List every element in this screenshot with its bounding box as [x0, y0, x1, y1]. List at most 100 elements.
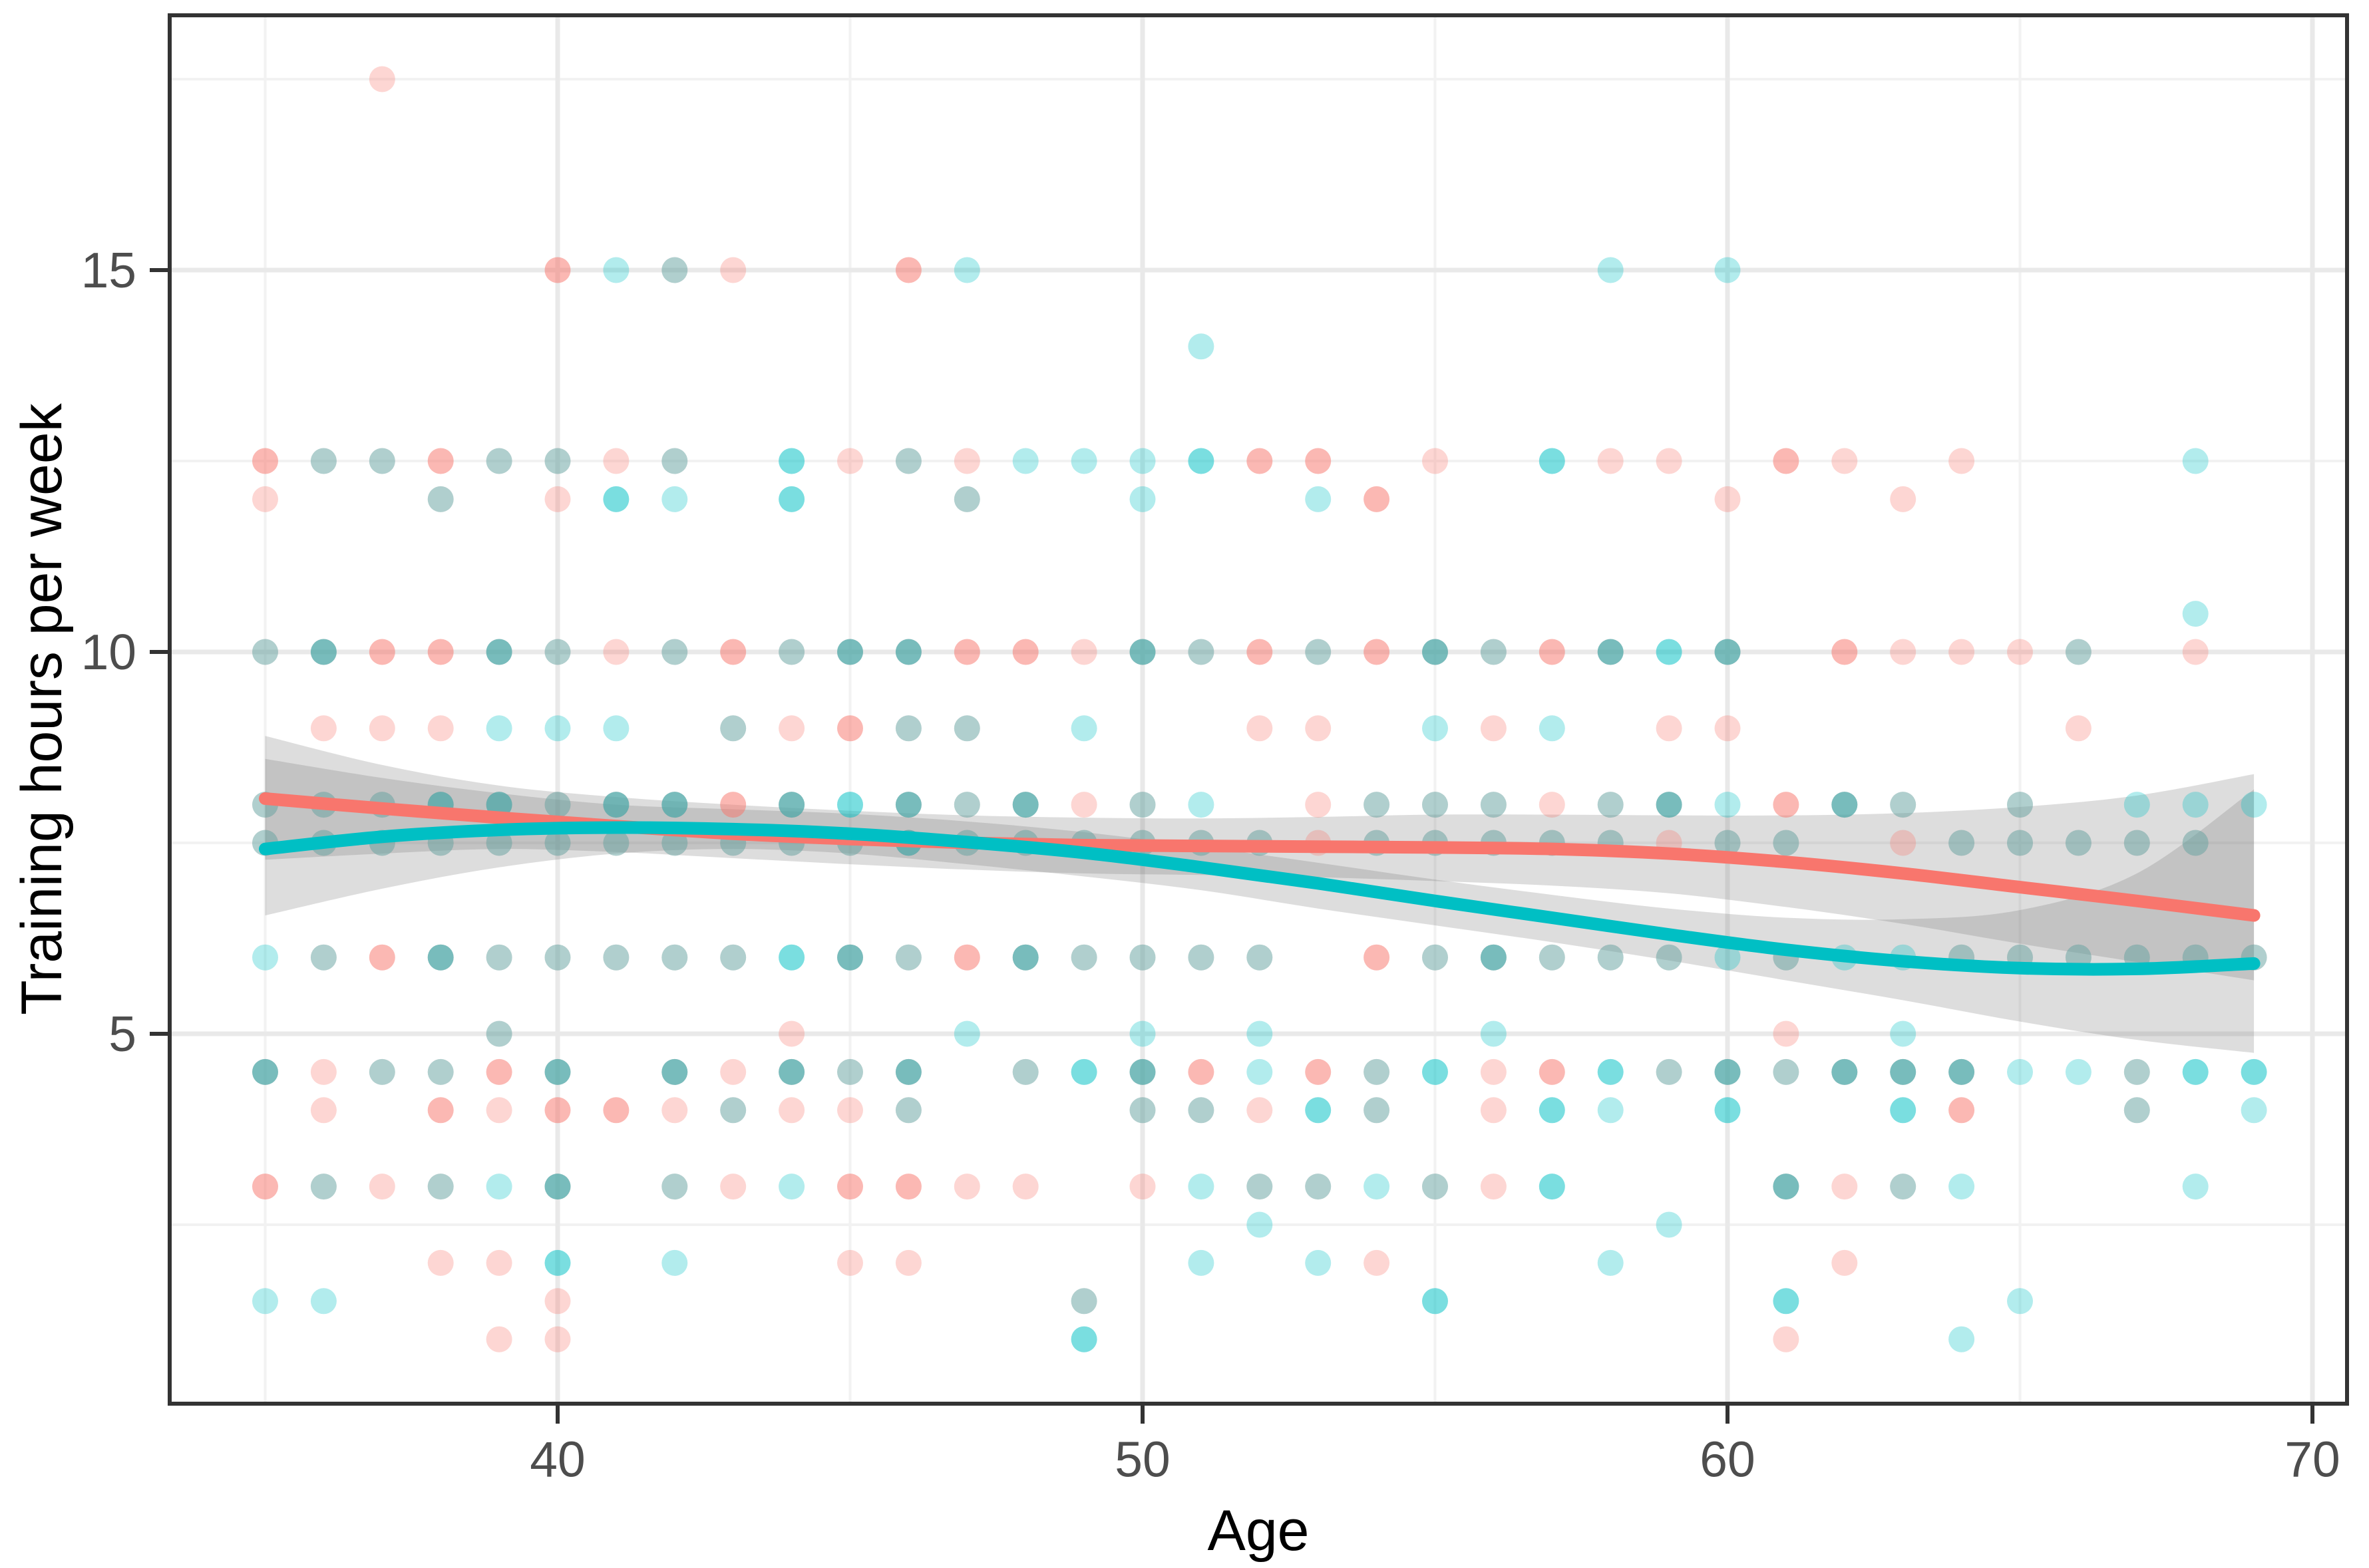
data-point	[2065, 1058, 2092, 1085]
data-point	[1714, 830, 1741, 856]
data-point	[486, 715, 512, 742]
axis-ticks	[150, 268, 2314, 1424]
data-point	[310, 1174, 337, 1200]
data-point	[1129, 639, 1156, 665]
data-point	[2123, 792, 2150, 818]
data-point	[544, 715, 571, 742]
data-point	[1305, 1174, 1332, 1200]
data-point	[1364, 486, 1390, 512]
data-point	[779, 448, 805, 474]
data-point	[1364, 639, 1390, 665]
data-point	[1305, 639, 1332, 665]
data-point	[1129, 1174, 1156, 1200]
data-point	[1773, 792, 1799, 818]
data-point	[661, 1058, 688, 1085]
data-point	[369, 1058, 395, 1085]
data-point	[1948, 1097, 1975, 1124]
data-point	[369, 66, 395, 92]
data-point	[310, 715, 337, 742]
x-tick-label: 60	[1700, 1431, 1755, 1487]
data-point	[954, 1020, 980, 1047]
data-point	[895, 1097, 922, 1124]
data-point	[1364, 792, 1390, 818]
data-point	[954, 1174, 980, 1200]
data-point	[369, 944, 395, 971]
data-point	[1071, 1058, 1097, 1085]
data-point	[603, 830, 630, 856]
data-point	[1714, 830, 1741, 856]
data-point	[2182, 1174, 2209, 1200]
data-point	[1831, 792, 1858, 818]
data-point	[1656, 1211, 1682, 1238]
data-point	[544, 257, 571, 283]
data-point	[544, 1326, 571, 1352]
data-point	[895, 448, 922, 474]
data-point	[369, 1058, 395, 1085]
data-point	[2007, 792, 2033, 818]
data-point	[1071, 792, 1097, 818]
data-point	[2241, 1058, 2267, 1085]
data-point	[486, 1249, 512, 1276]
data-point	[1188, 1097, 1214, 1124]
data-point	[1480, 792, 1507, 818]
data-point	[369, 1174, 395, 1200]
data-point	[1831, 1249, 1858, 1276]
data-point	[1480, 1020, 1507, 1047]
data-point	[1539, 792, 1565, 818]
data-point	[310, 448, 337, 474]
data-point	[895, 1174, 922, 1200]
data-point	[1948, 448, 1975, 474]
data-point	[427, 486, 454, 512]
data-point	[720, 639, 747, 665]
data-point	[1890, 830, 1916, 856]
data-point	[779, 1020, 805, 1047]
data-point	[720, 1097, 747, 1124]
data-point	[661, 1174, 688, 1200]
data-point	[779, 639, 805, 665]
data-point	[954, 792, 980, 818]
data-point	[427, 1174, 454, 1200]
data-point	[544, 830, 571, 856]
data-point	[1831, 639, 1858, 665]
data-point	[837, 448, 863, 474]
data-point	[2123, 1097, 2150, 1124]
data-point	[954, 715, 980, 742]
data-point	[544, 1097, 571, 1124]
data-point	[1012, 792, 1039, 818]
data-point	[1305, 1058, 1332, 1085]
data-point	[779, 792, 805, 818]
data-point	[310, 1097, 337, 1124]
data-point	[2182, 830, 2209, 856]
data-point	[895, 944, 922, 971]
panel-border	[168, 13, 2349, 1406]
data-point	[1188, 639, 1214, 665]
y-axis-title: Training hours per week	[10, 402, 74, 1015]
data-point	[427, 448, 454, 474]
data-point	[1422, 1058, 1448, 1085]
data-point	[1597, 1249, 1624, 1276]
data-point	[1246, 944, 1273, 971]
data-point	[1305, 792, 1332, 818]
data-point	[2182, 639, 2209, 665]
data-point	[603, 944, 630, 971]
data-point	[837, 639, 863, 665]
data-point	[252, 1288, 278, 1315]
data-point	[1246, 1058, 1273, 1085]
data-point	[1656, 1058, 1682, 1085]
data-point	[1597, 944, 1624, 971]
data-point	[1364, 1058, 1390, 1085]
data-point	[1129, 792, 1156, 818]
data-point	[779, 944, 805, 971]
data-point	[1948, 1326, 1975, 1352]
data-point	[1422, 944, 1448, 971]
data-point	[661, 792, 688, 818]
x-tick-label: 40	[530, 1431, 585, 1487]
data-point	[544, 792, 571, 818]
data-point	[2123, 830, 2150, 856]
data-point	[1071, 1288, 1097, 1315]
data-point	[1539, 448, 1565, 474]
data-point	[1012, 448, 1039, 474]
data-point	[895, 1058, 922, 1085]
